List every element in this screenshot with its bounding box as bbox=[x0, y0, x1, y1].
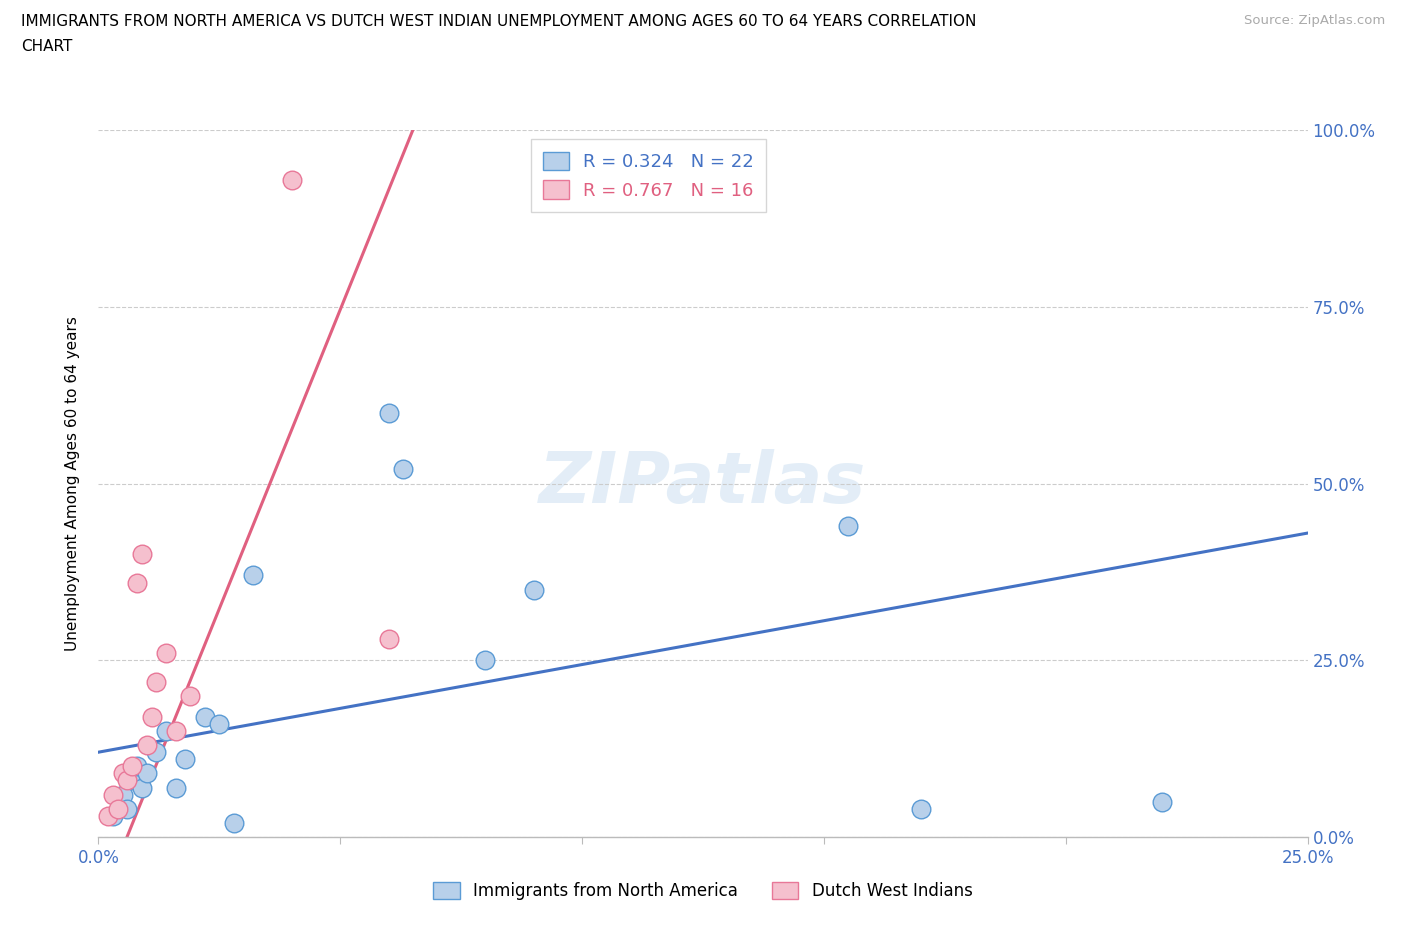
Point bbox=[474, 653, 496, 668]
Point bbox=[392, 462, 415, 477]
Point bbox=[208, 716, 231, 731]
Point bbox=[222, 816, 245, 830]
Legend: Immigrants from North America, Dutch West Indians: Immigrants from North America, Dutch Wes… bbox=[427, 875, 979, 907]
Point bbox=[107, 802, 129, 817]
Point bbox=[174, 751, 197, 766]
Point bbox=[155, 724, 177, 738]
Point bbox=[111, 766, 134, 781]
Point bbox=[131, 547, 153, 562]
Point bbox=[111, 787, 134, 802]
Point bbox=[155, 645, 177, 660]
Point bbox=[145, 674, 167, 689]
Text: Source: ZipAtlas.com: Source: ZipAtlas.com bbox=[1244, 14, 1385, 27]
Point bbox=[179, 688, 201, 703]
Point bbox=[97, 808, 120, 823]
Point bbox=[165, 780, 187, 795]
Point bbox=[127, 575, 149, 590]
Point bbox=[145, 745, 167, 760]
Point bbox=[101, 787, 124, 802]
Point bbox=[121, 773, 143, 788]
Point bbox=[281, 172, 304, 187]
Point bbox=[837, 519, 859, 534]
Point bbox=[141, 710, 163, 724]
Point bbox=[194, 710, 217, 724]
Point bbox=[117, 802, 139, 817]
Point bbox=[910, 802, 932, 817]
Point bbox=[1152, 794, 1174, 809]
Y-axis label: Unemployment Among Ages 60 to 64 years: Unemployment Among Ages 60 to 64 years bbox=[65, 316, 80, 651]
Text: CHART: CHART bbox=[21, 39, 73, 54]
Point bbox=[101, 808, 124, 823]
Point bbox=[117, 773, 139, 788]
Point bbox=[377, 631, 399, 646]
Point bbox=[135, 737, 157, 752]
Point bbox=[523, 582, 546, 597]
Text: ZIPatlas: ZIPatlas bbox=[540, 449, 866, 518]
Point bbox=[121, 759, 143, 774]
Point bbox=[242, 568, 264, 583]
Point bbox=[131, 780, 153, 795]
Text: IMMIGRANTS FROM NORTH AMERICA VS DUTCH WEST INDIAN UNEMPLOYMENT AMONG AGES 60 TO: IMMIGRANTS FROM NORTH AMERICA VS DUTCH W… bbox=[21, 14, 976, 29]
Point bbox=[135, 766, 157, 781]
Point bbox=[165, 724, 187, 738]
Point bbox=[127, 759, 149, 774]
Point bbox=[377, 405, 399, 420]
